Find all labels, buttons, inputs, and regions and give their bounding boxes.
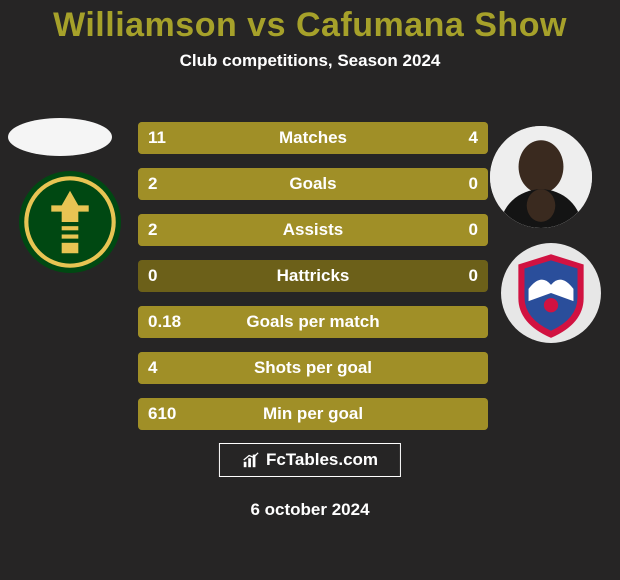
stat-label: Goals per match — [138, 306, 488, 338]
site-label: FcTables.com — [266, 450, 378, 470]
left-club-logo — [18, 170, 122, 274]
stat-row: 610Min per goal — [138, 398, 488, 430]
player-silhouette-icon — [490, 126, 592, 228]
stat-row: 4Shots per goal — [138, 352, 488, 384]
stat-label: Shots per goal — [138, 352, 488, 384]
chart-icon — [242, 451, 260, 469]
footer-date: 6 october 2024 — [0, 500, 620, 520]
stat-row: 00Hattricks — [138, 260, 488, 292]
page-title: Williamson vs Cafumana Show — [0, 0, 620, 45]
stat-label: Hattricks — [138, 260, 488, 292]
timbers-icon — [18, 170, 122, 274]
left-player-avatar — [8, 118, 112, 156]
stat-row: 20Goals — [138, 168, 488, 200]
stat-label: Min per goal — [138, 398, 488, 430]
subtitle: Club competitions, Season 2024 — [0, 51, 620, 71]
stat-label: Assists — [138, 214, 488, 246]
stat-bars: 114Matches 20Goals 20Assists 00Hattricks 0.1… — [138, 122, 488, 444]
stat-row: 0.18Goals per match — [138, 306, 488, 338]
stat-label: Matches — [138, 122, 488, 154]
stat-row: 114Matches — [138, 122, 488, 154]
site-badge[interactable]: FcTables.com — [219, 443, 401, 477]
fcdallas-icon — [500, 242, 602, 344]
right-player-avatar — [490, 126, 592, 228]
stat-label: Goals — [138, 168, 488, 200]
stat-row: 20Assists — [138, 214, 488, 246]
right-club-logo — [500, 242, 602, 344]
